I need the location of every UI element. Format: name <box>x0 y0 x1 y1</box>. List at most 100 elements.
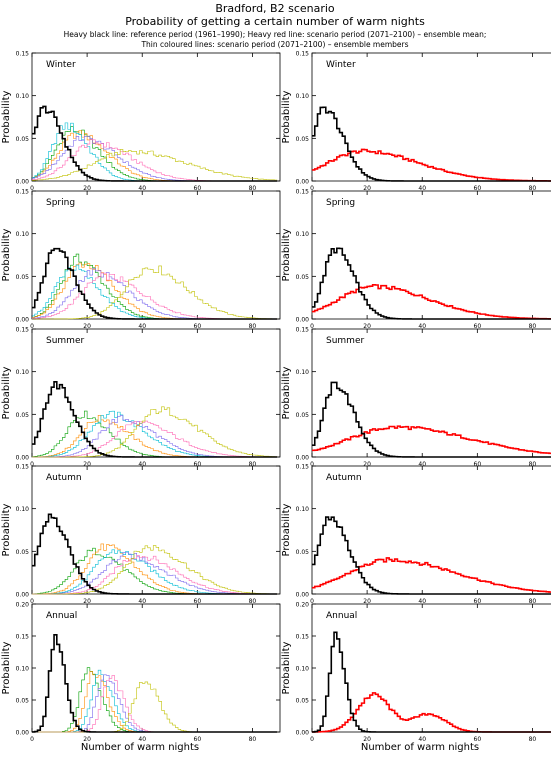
x-tick-label: 0 <box>30 323 34 330</box>
x-tick-label: 20 <box>83 323 91 330</box>
series-member-line <box>32 406 278 458</box>
series-member-line <box>32 681 278 733</box>
series-member-line <box>32 669 278 733</box>
x-tick-label: 60 <box>194 736 202 743</box>
y-tick-label: 0.15 <box>296 51 310 58</box>
x-tick-label: 20 <box>363 323 371 330</box>
series-member-line <box>32 555 278 595</box>
plot-frame <box>31 190 281 320</box>
x-tick-label: 20 <box>83 598 91 605</box>
figure-legend-line-1: Heavy black line: reference period (1961… <box>64 30 487 39</box>
x-tick-label: 80 <box>529 736 537 743</box>
y-tick-label: 0.10 <box>296 369 310 376</box>
y-tick-label: 0.10 <box>16 666 30 673</box>
panel-label: Winter <box>326 60 356 70</box>
y-tick-label: 0.05 <box>296 549 310 556</box>
x-tick-label: 40 <box>138 185 146 192</box>
panel-label: Spring <box>326 198 355 208</box>
y-axis-label: Probability <box>1 228 12 281</box>
y-tick-label: 0.15 <box>296 189 310 196</box>
series-member-line <box>32 547 278 595</box>
x-tick-label: 80 <box>249 598 257 605</box>
series-member-line <box>32 265 278 320</box>
y-tick-label: 0.00 <box>296 730 310 737</box>
x-tick-label: 40 <box>138 461 146 468</box>
y-tick-label: 0.00 <box>296 455 310 462</box>
panel-annual-left: 0.00 0.05 0.10 0.15 0.20 0 20 40 60 80 Annual Proba… <box>1 602 281 743</box>
x-tick-label: 60 <box>474 323 482 330</box>
series-member-line <box>32 671 278 733</box>
x-tick-label: 0 <box>310 736 314 743</box>
series-reference-line <box>32 247 278 320</box>
x-tick-label: 40 <box>418 461 426 468</box>
figure-subtitle: Probability of getting a certain number … <box>125 15 425 28</box>
panel-label: Annual <box>326 611 357 621</box>
y-tick-label: 0.15 <box>16 327 30 334</box>
x-tick-label: 40 <box>138 598 146 605</box>
x-tick-label: 0 <box>30 185 34 192</box>
figure-legend-line-2: Thin coloured lines: scenario period (20… <box>140 40 408 49</box>
y-axis-label: Probability <box>281 366 292 419</box>
y-axis-label: Probability <box>281 90 292 143</box>
panel-label: Summer <box>46 336 84 346</box>
panel-label: Annual <box>46 611 77 621</box>
plot-frame <box>311 328 551 458</box>
x-tick-label: 60 <box>474 736 482 743</box>
y-tick-label: 0.00 <box>16 455 30 462</box>
x-tick-label: 20 <box>363 736 371 743</box>
plot-frame <box>31 603 281 733</box>
series-ensemble_mean-line <box>312 148 551 182</box>
y-tick-label: 0.00 <box>16 179 30 186</box>
x-tick-label: 20 <box>363 461 371 468</box>
panel-winter-left: 0.00 0.05 0.10 0.15 0 20 40 60 80 Winter Probabili… <box>1 51 281 192</box>
x-tick-label: 80 <box>529 598 537 605</box>
x-tick-label: 20 <box>83 461 91 468</box>
x-tick-label: 40 <box>138 736 146 743</box>
x-tick-label: 80 <box>529 185 537 192</box>
y-tick-label: 0.00 <box>296 179 310 186</box>
y-tick-label: 0.20 <box>16 602 30 609</box>
x-tick-label: 60 <box>194 185 202 192</box>
x-tick-label: 0 <box>310 461 314 468</box>
panel-autumn-right: 0.000.050.100.150 20 40 60 80AutumnProbabili… <box>281 464 551 605</box>
x-tick-label: 60 <box>194 323 202 330</box>
series-reference-line <box>312 631 551 733</box>
y-tick-label: 0.05 <box>296 274 310 281</box>
panel-label: Autumn <box>326 473 362 483</box>
x-tick-label: 60 <box>194 598 202 605</box>
y-tick-label: 0.05 <box>16 274 30 281</box>
x-tick-label: 80 <box>249 461 257 468</box>
y-axis-label: Probability <box>1 90 12 143</box>
y-tick-label: 0.10 <box>296 231 310 238</box>
series-member-line <box>32 126 278 182</box>
panel-spring-right: 0.00 0.05 0.10 0.15 0 20 40 60 80 Spring Probabili… <box>281 189 551 330</box>
series-member-line <box>32 262 278 320</box>
x-tick-label: 80 <box>249 185 257 192</box>
x-tick-label: 0 <box>30 598 34 605</box>
y-axis-label: Probability <box>1 366 12 419</box>
x-tick-label: 60 <box>474 185 482 192</box>
panel-label: Winter <box>46 60 76 70</box>
panel-label: Spring <box>46 198 75 208</box>
plot-frame <box>31 328 281 458</box>
x-tick-label: 0 <box>30 736 34 743</box>
x-tick-label: 20 <box>83 736 91 743</box>
series-member-line <box>32 674 278 733</box>
x-axis-label-right: Number of warm nights <box>361 742 479 753</box>
series-ensemble_mean-line <box>312 425 551 455</box>
series-member-line <box>32 410 278 458</box>
panel-autumn-left: 0.000.050.100.150 20 40 60 80AutumnProbabili… <box>1 464 281 605</box>
x-tick-label: 0 <box>310 185 314 192</box>
series-member-line <box>32 139 278 182</box>
y-axis-label: Probability <box>281 641 292 694</box>
panel-annual-right: 0.00 0.05 0.10 0.15 0.20 0 20 40 60 80 Annual Proba… <box>281 602 551 743</box>
y-tick-label: 0.15 <box>296 464 310 471</box>
series-member-line <box>32 552 278 595</box>
plot-frame <box>311 190 551 320</box>
y-tick-label: 0.05 <box>16 549 30 556</box>
plot-frame <box>31 465 281 595</box>
x-tick-label: 80 <box>529 461 537 468</box>
y-tick-label: 0.15 <box>296 327 310 334</box>
series-member-line <box>32 543 278 595</box>
series-reference-line <box>312 516 551 595</box>
